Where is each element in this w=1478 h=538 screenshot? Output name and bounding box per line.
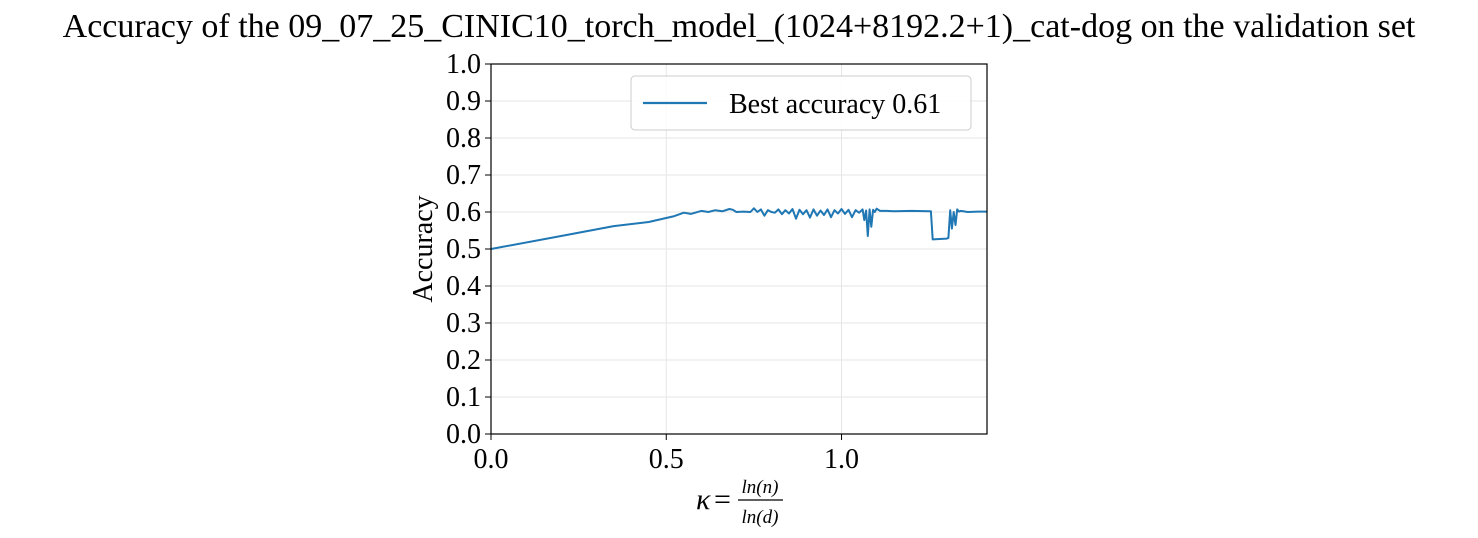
y-axis-label: Accuracy xyxy=(408,195,439,302)
x-axis-label: κ = ln(n) ln(d) xyxy=(696,477,783,528)
series-line xyxy=(490,207,987,250)
y-tick-label: 0.2 xyxy=(446,345,481,376)
y-tick-label: 0.5 xyxy=(446,234,481,265)
x-tick-label: 0.0 xyxy=(474,444,509,475)
x-tick-label: 0.5 xyxy=(649,444,684,475)
chart-title: Accuracy of the 09_07_25_CINIC10_torch_m… xyxy=(63,8,1416,45)
x-axis-label-kappa: κ xyxy=(696,483,711,516)
y-tick-label: 0.3 xyxy=(446,308,481,339)
y-tick-label: 0.9 xyxy=(446,86,481,117)
legend-label: Best accuracy 0.61 xyxy=(729,89,941,120)
legend: Best accuracy 0.61 xyxy=(630,75,972,131)
y-tick-label: 0.0 xyxy=(446,419,481,450)
legend-box xyxy=(630,75,972,131)
x-tick-label: 1.0 xyxy=(824,444,859,475)
x-axis-label-equals: = xyxy=(714,483,731,516)
series-layer xyxy=(490,207,987,250)
x-axis-label-numerator: ln(n) xyxy=(742,477,779,498)
y-tick-label: 0.8 xyxy=(446,123,481,154)
x-axis-label-denominator: ln(d) xyxy=(742,507,779,528)
y-tick-label: 0.7 xyxy=(446,160,481,191)
y-tick-label: 1.0 xyxy=(446,49,481,80)
y-tick-label: 0.1 xyxy=(446,382,481,413)
y-tick-label: 0.6 xyxy=(446,197,481,228)
tick-labels: 0.0 0.1 0.2 0.3 0.4 0.5 0.6 0.7 0.8 0.9 1.0 0.0 0.5 1… xyxy=(446,49,859,475)
y-tick-label: 0.4 xyxy=(446,271,481,302)
axes xyxy=(485,63,988,440)
